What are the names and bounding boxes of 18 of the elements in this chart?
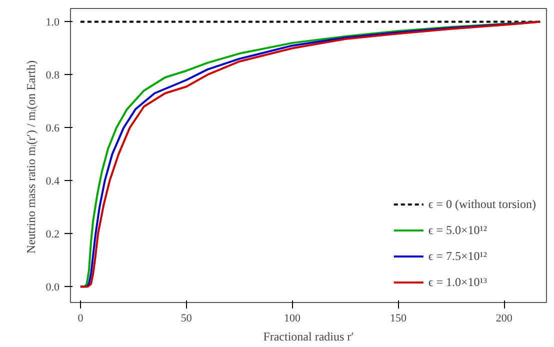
y-tick-label: 0.4 (46, 176, 60, 188)
y-tick-label: 0.2 (46, 228, 60, 241)
line-series (79, 20, 542, 288)
y-tick-label: 0.8 (46, 70, 60, 82)
y-tick-label: 0.6 (46, 122, 60, 135)
legend-label: ϵ = 1.0×10¹³ (428, 274, 487, 290)
x-tick-label: 200 (496, 312, 513, 324)
x-tick-label: 150 (390, 312, 407, 324)
y-tick-label: 0.0 (46, 282, 60, 294)
legend-label: ϵ = 5.0×10¹² (428, 222, 487, 238)
legend-label: ϵ = 0 (without torsion) (428, 196, 536, 212)
y-axis-title: Neutrino mass ratio mᵢ(r′) / mᵢ(on Earth) (24, 60, 38, 254)
x-tick-label: 0 (78, 312, 84, 324)
legend-label: ϵ = 7.5×10¹² (428, 248, 487, 264)
x-axis-title: Fractional radius r′ (263, 330, 354, 344)
y-tick-label: 1.0 (46, 16, 60, 29)
x-tick-label: 100 (284, 312, 302, 324)
x-tick-label: 50 (180, 312, 192, 324)
